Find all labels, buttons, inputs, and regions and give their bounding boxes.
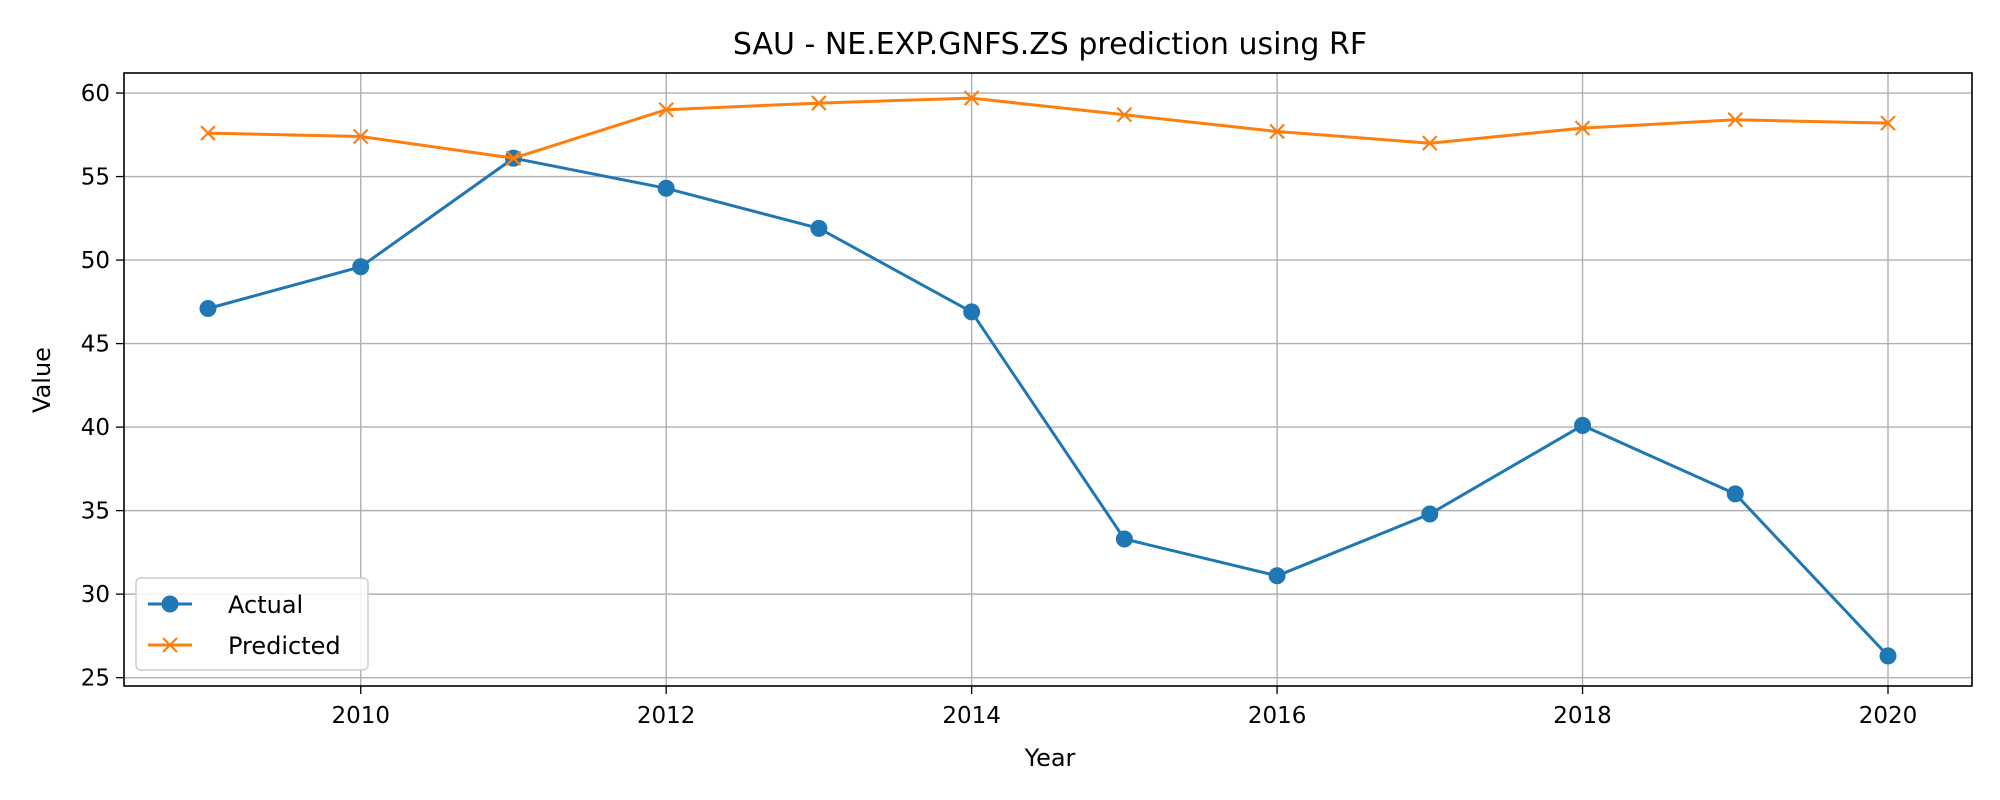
series-line-actual (207, 156, 1890, 657)
data-point-actual (963, 303, 981, 321)
series-line-predicted (207, 96, 1889, 160)
data-point-actual (199, 300, 217, 318)
x-marker-stroke (811, 95, 827, 111)
data-point-predicted (1116, 106, 1133, 123)
data-point-predicted (1422, 135, 1438, 151)
x-marker-stroke (963, 90, 980, 106)
data-point-predicted (352, 128, 369, 145)
x-marker-stroke (162, 637, 178, 653)
data-point-actual (1268, 567, 1286, 585)
plot-frame (123, 72, 1973, 687)
chart-title: SAU - NE.EXP.GNFS.ZS prediction using RF (733, 27, 1367, 62)
x-tick-label: 2012 (637, 703, 696, 729)
data-point-predicted (505, 150, 522, 166)
x-tick-label: 2010 (331, 703, 390, 729)
x-marker-stroke (1269, 123, 1285, 140)
y-tick-label: 35 (81, 499, 110, 525)
data-point-actual (1879, 647, 1897, 665)
data-point-actual (352, 258, 370, 276)
x-tick-label: 2020 (1859, 703, 1918, 729)
series-actual (199, 149, 1897, 665)
data-point-predicted (200, 125, 216, 141)
x-marker-stroke (1422, 135, 1438, 151)
legend-item-predicted: Predicted (148, 632, 341, 660)
data-point-predicted (1880, 115, 1896, 131)
data-point-predicted (1574, 120, 1591, 136)
x-tick-label: 2016 (1248, 703, 1307, 729)
axes: 2010 2012 2014 2016 2018 2020 25 30 35 40 45 50 55 60 (81, 72, 1973, 729)
data-point-actual (1726, 485, 1744, 503)
legend-item-actual: Actual (148, 591, 303, 619)
x-marker-stroke (658, 101, 674, 118)
data-point-predicted (1727, 111, 1744, 128)
data-point-actual (1421, 505, 1439, 523)
y-tick-label: 50 (81, 248, 110, 274)
legend-marker (161, 595, 179, 613)
y-tick-label: 25 (81, 666, 110, 692)
y-tick-label: 40 (81, 415, 110, 441)
legend-label: Actual (228, 591, 303, 619)
x-axis-label: Year (1024, 744, 1076, 772)
series (199, 90, 1897, 665)
legend: Actual Predicted (135, 577, 369, 671)
x-marker-stroke (200, 125, 216, 141)
y-axis-label: Value (28, 347, 56, 413)
x-marker-stroke (1116, 106, 1133, 123)
data-point-actual (1115, 530, 1133, 548)
x-marker-stroke (505, 150, 522, 166)
x-tick-label: 2018 (1553, 703, 1612, 729)
x-marker-stroke (1574, 120, 1591, 136)
data-point-predicted (811, 95, 827, 111)
data-point-predicted (963, 90, 980, 106)
grid (124, 73, 1972, 686)
data-point-actual (1574, 416, 1592, 434)
series-predicted (200, 90, 1896, 166)
data-point-predicted (658, 101, 674, 118)
legend-marker (162, 637, 178, 653)
y-tick-label: 55 (81, 165, 110, 191)
data-point-predicted (1269, 123, 1285, 140)
y-tick-label: 60 (81, 81, 110, 107)
legend-box (135, 577, 369, 671)
legend-label: Predicted (228, 632, 341, 660)
x-tick-label: 2014 (942, 703, 1001, 729)
x-marker-stroke (1727, 111, 1744, 128)
y-tick-label: 30 (81, 582, 110, 608)
x-marker-stroke (352, 128, 369, 145)
y-tick-label: 45 (81, 332, 110, 358)
x-marker-stroke (1880, 115, 1896, 131)
data-point-actual (657, 179, 675, 197)
data-point-actual (810, 219, 828, 237)
